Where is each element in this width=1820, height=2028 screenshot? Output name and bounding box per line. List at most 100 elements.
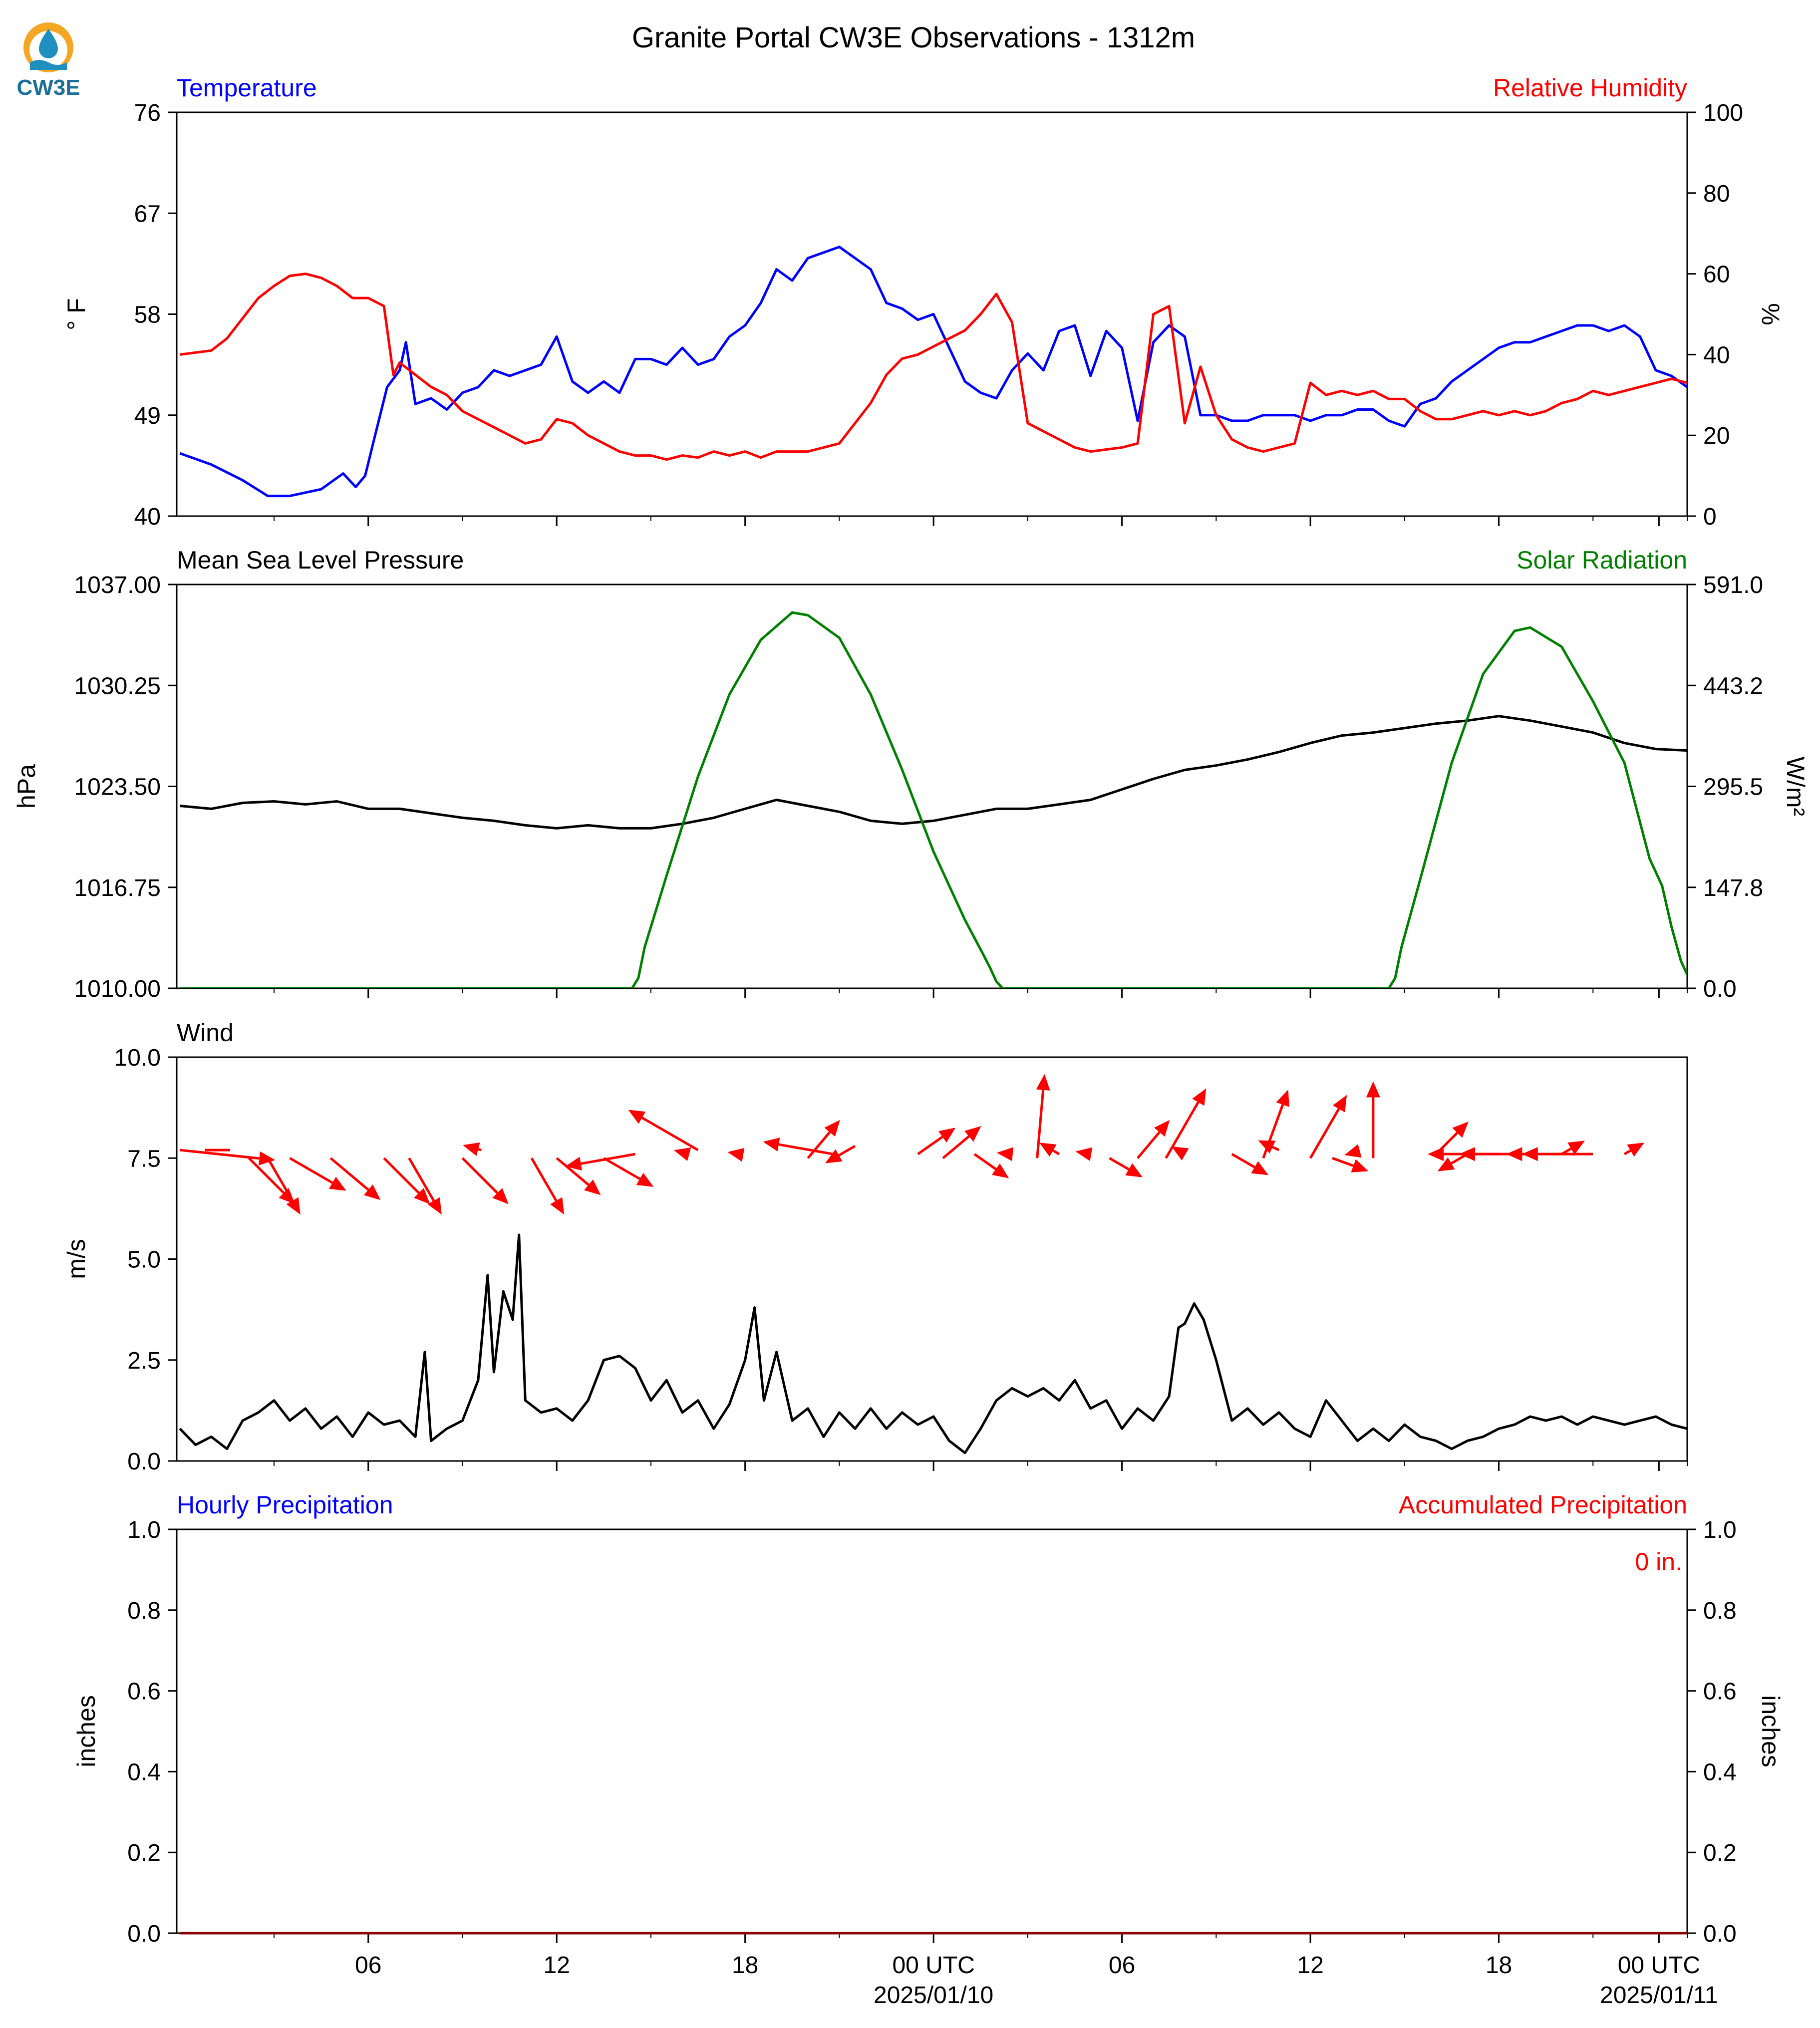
y2-axis-label: % [1757, 303, 1785, 325]
series-line-0 [180, 715, 1687, 830]
x-tick-label: 00 UTC [892, 1952, 974, 1979]
series-line-0 [179, 246, 1687, 498]
series-line-1 [179, 273, 1687, 461]
wind-arrow [267, 1158, 294, 1201]
y-tick-label: 49 [134, 403, 161, 429]
wind-arrow-head [673, 1147, 691, 1161]
y2-tick-label: 443.2 [1703, 673, 1763, 699]
y2-tick-label: 40 [1703, 342, 1730, 368]
wind-arrow [1231, 1153, 1255, 1168]
wind-arrow-head [1351, 1159, 1369, 1172]
x-tick-label: 06 [355, 1952, 381, 1979]
wind-arrow-head [1036, 1074, 1050, 1091]
y2-tick-label: 0.4 [1703, 1759, 1737, 1785]
wind-arrow-head [259, 1151, 276, 1165]
y-tick-label: 0.0 [127, 1921, 161, 1947]
wind-arrow [289, 1157, 333, 1184]
wind-arrow [1137, 1131, 1161, 1159]
y2-tick-label: 60 [1703, 262, 1730, 288]
left-title: Wind [177, 1019, 234, 1047]
y-tick-label: 1016.75 [74, 875, 161, 901]
wind-arrow-head [463, 1142, 480, 1156]
wind-arrow [641, 1117, 699, 1152]
wind-arrow [408, 1158, 435, 1201]
wind-arrow-head [938, 1128, 956, 1143]
wind-arrow-head [825, 1149, 843, 1163]
wind-arrow-head [824, 1120, 840, 1137]
left-title: Temperature [177, 74, 317, 102]
wind-arrow [1623, 1149, 1631, 1156]
plot-frame [176, 1056, 1688, 1462]
wind-arrow-head [1039, 1143, 1057, 1157]
wind-arrow-head [1251, 1161, 1269, 1175]
wind-arrow-head [1258, 1140, 1276, 1154]
wind-arrow-head [1521, 1147, 1538, 1161]
y-tick-label: 7.5 [127, 1146, 161, 1172]
plot-frame [176, 583, 1688, 989]
wind-arrow [1272, 1146, 1280, 1152]
wind-arrow-head [550, 1197, 565, 1215]
wind-arrow [778, 1143, 834, 1156]
right-title: Solar Radiation [1517, 546, 1687, 574]
y2-tick-label: 295.5 [1703, 774, 1763, 801]
wind-arrow [180, 1149, 260, 1160]
wind-arrow [461, 1157, 499, 1194]
wind-arrow-head [328, 1176, 346, 1191]
wind-arrow-head [628, 1110, 646, 1124]
y-tick-label: 1037.00 [74, 572, 161, 598]
wind-arrow-head [1459, 1147, 1475, 1161]
wind-arrow [1309, 1108, 1340, 1159]
y-tick-label: 58 [134, 302, 161, 328]
wind-arrow-head [1437, 1157, 1455, 1171]
y-tick-label: 1023.50 [74, 774, 161, 801]
y2-axis-label: W/m² [1782, 757, 1810, 816]
series-line-1 [180, 611, 1687, 988]
chart-title: Granite Portal CW3E Observations - 1312m [632, 21, 1195, 54]
y-tick-label: 0.8 [127, 1598, 161, 1624]
y-tick-label: 10.0 [114, 1045, 161, 1071]
y2-axis-label: inches [1757, 1695, 1785, 1767]
wind-arrow-head [1627, 1143, 1645, 1157]
x-date-label: 2025/01/10 [874, 1982, 993, 2009]
wind-arrow-head [1125, 1163, 1143, 1177]
y2-tick-label: 0 [1703, 504, 1717, 530]
cw3e-logo: CW3E [16, 22, 80, 100]
y-axis-label: ° F [62, 298, 90, 330]
wind-arrow-head [584, 1179, 601, 1195]
wind-arrow-head [636, 1172, 654, 1187]
y2-tick-label: 591.0 [1703, 572, 1763, 598]
left-title: Mean Sea Level Pressure [177, 546, 464, 574]
wind-arrow [973, 1153, 997, 1170]
y-tick-label: 0.2 [127, 1840, 161, 1866]
wind-arrow [556, 1157, 590, 1186]
wind-arrow-head [991, 1163, 1009, 1178]
panel-wind: Wind 0.0 2.5 5.0 7.5 10.0 m/s [62, 1019, 1688, 1475]
y2-tick-label: 147.8 [1703, 875, 1763, 901]
y2-tick-label: 80 [1703, 181, 1730, 207]
series-line-0 [179, 1233, 1687, 1454]
accumulated-total-label: 0 in. [1635, 1548, 1682, 1576]
wind-arrow [1332, 1157, 1354, 1167]
panel-temperature_rh: Temperature Relative Humidity 40 49 58 67 76 0 2… [62, 74, 1785, 530]
wind-arrow [1165, 1101, 1200, 1159]
wind-arrow [917, 1136, 943, 1156]
wind-arrow-head [565, 1157, 583, 1171]
wind-arrow-head [1366, 1081, 1380, 1098]
wind-arrow [383, 1157, 420, 1194]
y2-tick-label: 1.0 [1703, 1517, 1737, 1543]
wind-arrow-head [1567, 1141, 1585, 1155]
x-tick-label: 00 UTC [1618, 1952, 1700, 1979]
wind-arrow-head [1452, 1121, 1469, 1138]
wind-arrow-head [964, 1126, 981, 1142]
y2-tick-label: 0.0 [1703, 976, 1737, 1002]
wind-arrow-head [1192, 1088, 1207, 1106]
left-title: Hourly Precipitation [177, 1491, 393, 1519]
panel-pressure_solar: Mean Sea Level Pressure Solar Radiation 10… [12, 546, 1810, 1002]
wave-icon [30, 60, 67, 70]
y-axis-label: inches [72, 1695, 100, 1767]
y2-tick-label: 100 [1703, 100, 1743, 126]
wind-arrow-head [1506, 1147, 1522, 1161]
y-tick-label: 0.4 [127, 1759, 161, 1785]
wind-arrow [1052, 1149, 1060, 1156]
